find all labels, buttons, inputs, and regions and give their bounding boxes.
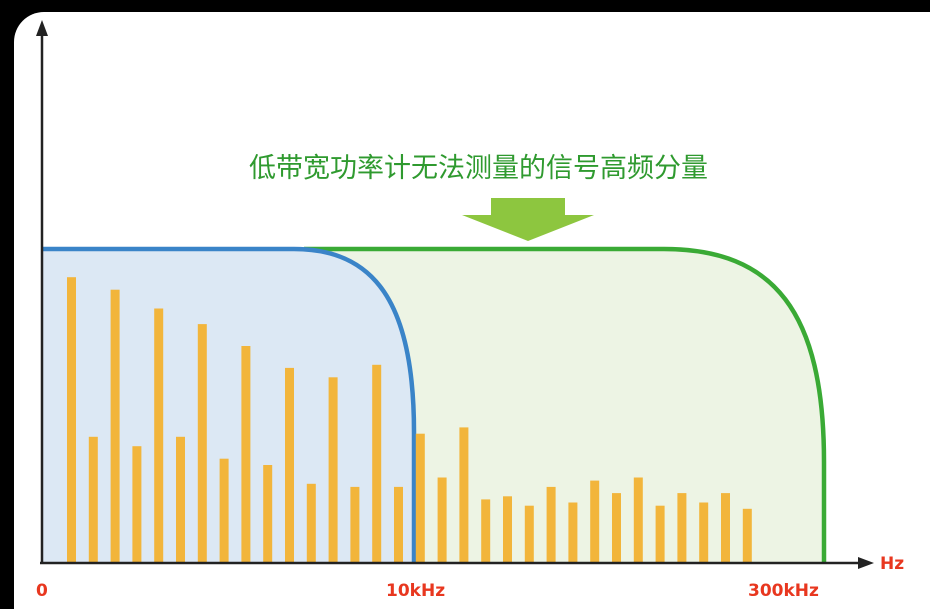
- spectrum-bar: [394, 486, 403, 562]
- spectrum-bar: [285, 367, 294, 562]
- spectrum-bar: [481, 499, 491, 562]
- x-tick-label-300khz: 300kHz: [748, 581, 819, 601]
- bandwidth-diagram: 低带宽功率计无法测量的信号高频分量 Hz 0 10kHz 300kHz: [36, 20, 904, 601]
- down-arrow-icon: [462, 198, 594, 241]
- spectrum-bar: [590, 480, 600, 562]
- spectrum-bar: [328, 377, 338, 562]
- diagram-frame: 低带宽功率计无法测量的信号高频分量 Hz 0 10kHz 300kHz: [14, 12, 930, 609]
- x-axis-arrowhead: [858, 557, 874, 569]
- spectrum-bar: [197, 324, 207, 562]
- spectrum-bar: [655, 505, 665, 562]
- spectrum-bar: [241, 346, 251, 562]
- spectrum-bar: [699, 502, 709, 562]
- spectrum-bar: [633, 477, 643, 562]
- low-bandwidth-curve: [42, 246, 417, 562]
- spectrum-bar: [306, 483, 316, 563]
- spectrum-bar: [154, 308, 164, 562]
- spectrum-bar: [219, 458, 229, 562]
- y-axis-arrowhead: [36, 20, 48, 36]
- spectrum-bar: [372, 364, 382, 562]
- spectrum-bar: [176, 436, 185, 562]
- x-tick-label-10khz: 10kHz: [386, 581, 445, 601]
- x-tick-label-0: 0: [36, 581, 48, 601]
- spectrum-bar: [503, 496, 512, 562]
- high-bandwidth-curve: [304, 246, 827, 562]
- spectrum-bar: [263, 465, 273, 562]
- spectrum-bar: [132, 446, 142, 562]
- spectrum-bar: [67, 277, 76, 562]
- spectrum-bars: [67, 277, 752, 563]
- spectrum-bar: [568, 502, 578, 562]
- spectrum-bar: [459, 427, 469, 562]
- annotation-text: 低带宽功率计无法测量的信号高频分量: [249, 153, 708, 184]
- spectrum-bar: [742, 508, 752, 562]
- spectrum-bar: [677, 493, 687, 562]
- spectrum-bar: [415, 433, 425, 562]
- spectrum-bar: [88, 436, 98, 562]
- spectrum-bar: [437, 477, 447, 562]
- spectrum-bar: [546, 486, 556, 562]
- spectrum-bar: [721, 493, 730, 562]
- x-unit-label: Hz: [880, 554, 904, 574]
- spectrum-bar: [524, 505, 534, 562]
- spectrum-bar: [110, 289, 120, 562]
- spectrum-bar: [350, 486, 360, 562]
- spectrum-bar: [612, 493, 621, 562]
